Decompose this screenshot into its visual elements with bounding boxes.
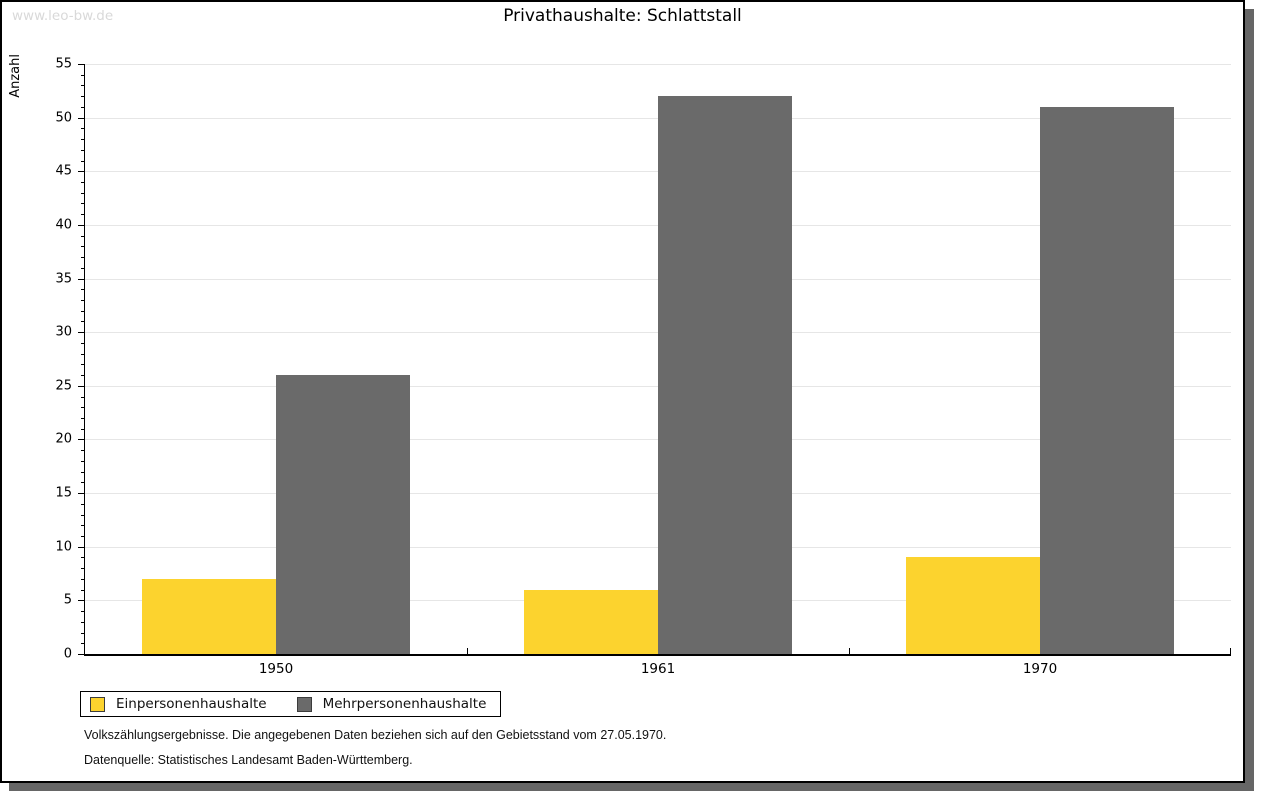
y-tick-28 [81, 353, 84, 355]
y-tick-42 [81, 203, 84, 205]
footer-note-datasource: Datenquelle: Statistisches Landesamt Bad… [84, 753, 413, 767]
legend-label: Einpersonenhaushalte [116, 696, 267, 712]
y-tick-label-25: 25 [55, 378, 72, 394]
x-tick-label-1950: 1950 [258, 661, 294, 677]
y-tick-36 [81, 267, 84, 269]
y-tick-43 [81, 192, 84, 194]
y-tick-37 [81, 257, 84, 259]
y-tick-30 [78, 332, 84, 334]
y-tick-20 [78, 439, 84, 441]
y-tick-24 [81, 396, 84, 398]
y-tick-29 [81, 342, 84, 344]
y-tick-label-40: 40 [55, 217, 72, 233]
y-tick-52 [81, 96, 84, 98]
y-tick-label-35: 35 [55, 271, 72, 287]
y-tick-5 [78, 600, 84, 602]
y-tick-18 [81, 460, 84, 462]
legend-swatch-yellow [90, 696, 105, 712]
y-tick-label-45: 45 [55, 163, 72, 179]
y-tick-17 [81, 471, 84, 473]
y-tick-11 [81, 536, 84, 537]
bar-mehrpersonenhaushalte-1950 [276, 375, 410, 654]
y-tick-27 [81, 364, 84, 366]
legend-label: Mehrpersonenhaushalte [322, 696, 487, 712]
y-tick-26 [81, 375, 84, 377]
y-tick-40 [78, 224, 84, 226]
y-tick-31 [81, 321, 84, 323]
y-tick-50 [78, 117, 84, 119]
x-tick-label-1961: 1961 [640, 661, 676, 677]
chart-title: Privathaushalte: Schlattstall [503, 6, 742, 26]
y-tick-32 [81, 310, 84, 312]
legend-swatch-gray [296, 696, 312, 712]
x-axis-end-tick [1230, 648, 1231, 654]
y-tick-46 [81, 160, 84, 162]
y-tick-label-10: 10 [55, 539, 72, 555]
y-tick-16 [81, 482, 84, 484]
y-tick-53 [81, 85, 84, 87]
y-tick-12 [81, 525, 84, 527]
y-tick-label-55: 55 [55, 56, 72, 72]
y-tick-51 [81, 106, 84, 108]
y-tick-38 [81, 246, 84, 248]
y-tick-label-50: 50 [55, 110, 72, 126]
y-tick-15 [78, 493, 84, 495]
bar-einpersonenhaushalte-1950 [142, 578, 276, 654]
y-tick-22 [81, 418, 84, 419]
y-tick-0 [78, 654, 84, 655]
y-tick-14 [81, 503, 84, 505]
y-tick-3 [81, 621, 84, 623]
legend-item-mehrpersonenhaushalte: Mehrpersonenhaushalte [296, 696, 487, 712]
y-tick-55 [78, 64, 84, 65]
legend-box: Einpersonenhaushalte Mehrpersonenhaushal… [80, 691, 502, 717]
x-tick-label-1970: 1970 [1022, 661, 1058, 677]
y-tick-1 [81, 643, 84, 645]
y-tick-label-0: 0 [63, 646, 72, 662]
y-tick-label-20: 20 [55, 431, 72, 447]
y-tick-33 [81, 300, 84, 301]
legend-item-einpersonenhaushalte: Einpersonenhaushalte [90, 696, 267, 712]
y-tick-4 [81, 611, 84, 613]
y-tick-39 [81, 235, 84, 237]
y-tick-7 [81, 578, 84, 580]
y-tick-8 [81, 568, 84, 570]
y-tick-21 [81, 428, 84, 430]
y-tick-49 [81, 128, 84, 130]
y-tick-label-15: 15 [55, 485, 72, 501]
bar-einpersonenhaushalte-1970 [906, 557, 1040, 654]
watermark-url: www.leo-bw.de [12, 8, 114, 24]
y-tick-44 [81, 182, 84, 183]
footer-note-source-date: Volkszählungsergebnisse. Die angegebenen… [84, 728, 667, 742]
gridline-55 [85, 64, 1231, 65]
chart-card: www.leo-bw.de Privathaushalte: Schlattst… [0, 0, 1245, 783]
y-tick-23 [81, 407, 84, 409]
y-axis-title: Anzahl [8, 54, 23, 98]
y-tick-2 [81, 632, 84, 634]
y-tick-34 [81, 289, 84, 291]
y-tick-47 [81, 149, 84, 151]
y-tick-41 [81, 214, 84, 216]
y-tick-10 [78, 546, 84, 548]
plot-area: 0 5 10 15 20 25 30 35 40 45 50 55 1950 1961 1970 [55, 57, 1231, 677]
y-tick-6 [81, 589, 84, 591]
y-tick-label-30: 30 [55, 324, 72, 340]
y-tick-45 [78, 171, 84, 173]
bar-mehrpersonenhaushalte-1961 [658, 96, 792, 654]
y-tick-35 [78, 278, 84, 280]
x-boundary-tick-1 [467, 648, 468, 654]
y-tick-54 [81, 74, 84, 76]
y-tick-9 [81, 557, 84, 559]
y-tick-19 [81, 450, 84, 452]
y-tick-25 [78, 385, 84, 387]
bar-einpersonenhaushalte-1961 [524, 589, 658, 654]
bar-mehrpersonenhaushalte-1970 [1040, 106, 1174, 654]
y-tick-48 [81, 139, 84, 141]
y-tick-13 [81, 514, 84, 516]
y-tick-label-5: 5 [63, 592, 72, 608]
x-boundary-tick-2 [849, 648, 850, 654]
